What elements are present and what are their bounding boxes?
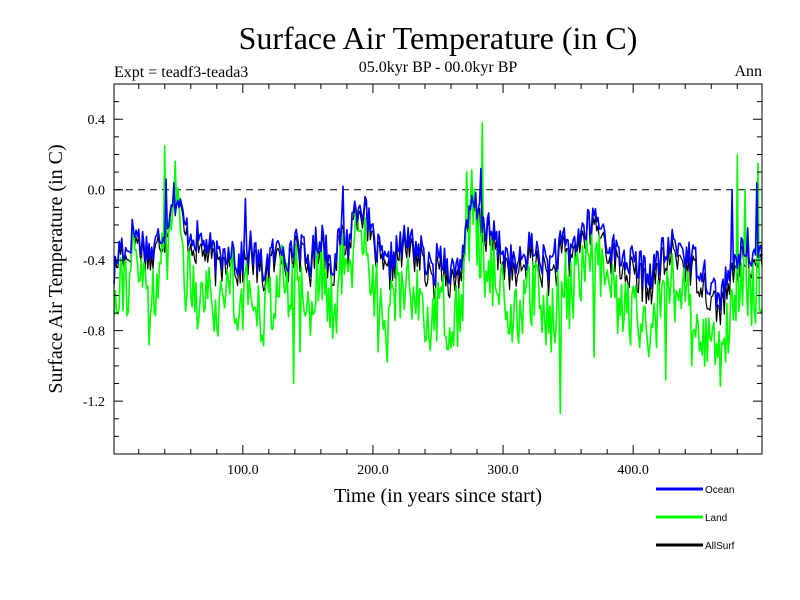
series-line-land xyxy=(113,122,763,415)
experiment-label: Expt = teadf3-teada3 xyxy=(114,64,248,81)
series-line-ocean xyxy=(113,167,763,312)
plot-area xyxy=(113,122,763,415)
x-tick-label: 300.0 xyxy=(487,463,519,478)
x-tick-label: 200.0 xyxy=(357,463,389,478)
y-tick-label: -1.2 xyxy=(83,395,105,410)
x-tick-label: 400.0 xyxy=(617,463,649,478)
y-tick-label: -0.8 xyxy=(83,325,105,340)
axes: 100.0 200.0 300.0 400.0 0.4 0.0 -0.4 -0.8 -1.2 xyxy=(83,84,762,478)
chart-title: Surface Air Temperature (in C) xyxy=(239,20,638,56)
series-line-allsurf xyxy=(113,181,763,326)
x-tick-label: 100.0 xyxy=(227,463,259,478)
y-tick-label: -0.4 xyxy=(83,254,105,269)
legend-label-land: Land xyxy=(705,513,727,524)
plot-frame xyxy=(113,83,763,455)
chart-subtitle: 05.0kyr BP - 00.0kyr BP xyxy=(359,59,518,76)
legend-item-land: Land xyxy=(656,513,727,524)
legend-item-ocean: Ocean xyxy=(656,485,734,496)
legend-label-allsurf: AllSurf xyxy=(705,541,735,552)
legend-label-ocean: Ocean xyxy=(705,485,734,496)
y-axis-label: Surface Air Temperature (in C) xyxy=(45,144,67,393)
legend-item-allsurf: AllSurf xyxy=(656,541,735,552)
season-label: Ann xyxy=(734,63,762,80)
x-axis-label: Time (in years since start) xyxy=(334,485,542,507)
legend: Ocean Land AllSurf xyxy=(656,485,735,552)
y-tick-label: 0.0 xyxy=(88,184,106,199)
y-tick-label: 0.4 xyxy=(88,113,106,128)
